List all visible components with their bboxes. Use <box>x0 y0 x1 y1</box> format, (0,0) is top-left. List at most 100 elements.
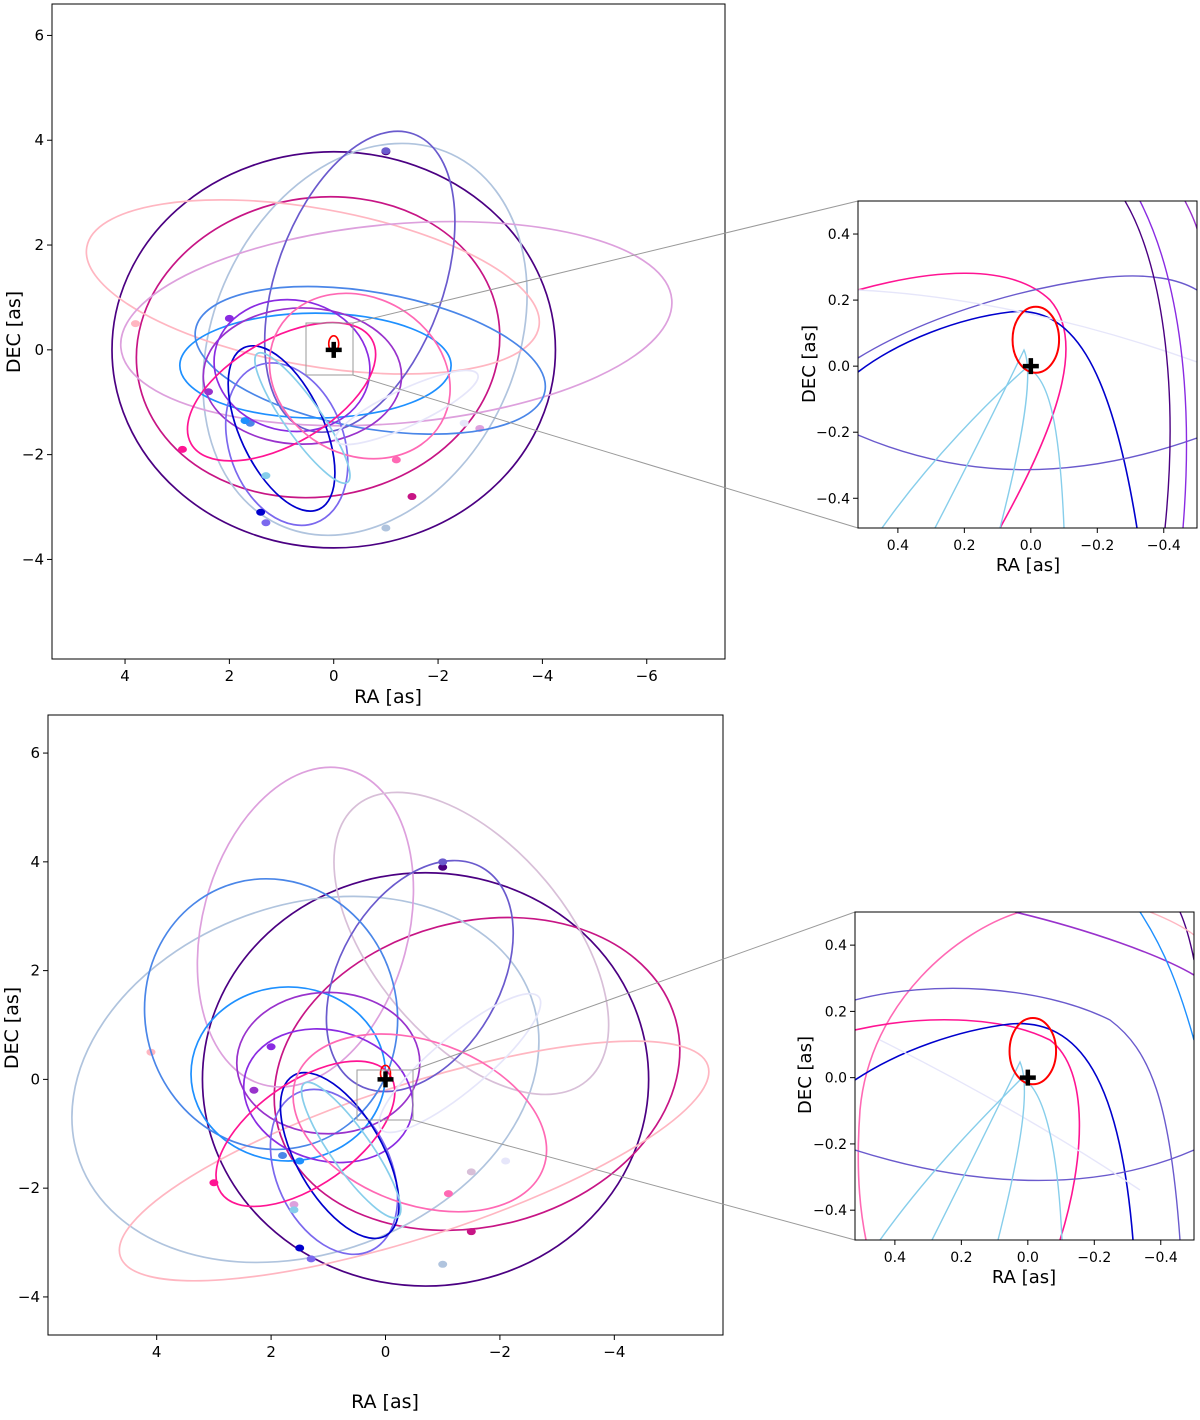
bottom-inset-x-axis-label: RA [as] <box>992 1267 1056 1288</box>
orbit-2 <box>273 916 681 1232</box>
orbit-8 <box>143 877 399 1151</box>
bottom-zoom-region <box>356 1069 414 1121</box>
top-main-x-tick-label: −6 <box>636 667 658 685</box>
top-main-y-tick-label: 4 <box>34 131 44 149</box>
top-main-x-tick-label: 4 <box>120 667 130 685</box>
orbit-11 <box>242 1028 414 1164</box>
top-main-x-tick-label: −2 <box>427 667 449 685</box>
top-main-orbits <box>85 130 673 549</box>
inset-orbit-purple-1 <box>1124 201 1171 528</box>
bottom-main-y-tick-label: 0 <box>30 1070 40 1088</box>
top-inset-y-tick-label: 0.2 <box>828 293 850 309</box>
top-main-x-tick-label: 0 <box>329 667 339 685</box>
inset-orbit-slateblue-upper <box>855 987 1181 1240</box>
inset-orbit-darkblue <box>855 1022 1134 1240</box>
orbit-13 <box>186 321 377 462</box>
top-main-y-tick-label: −2 <box>22 446 44 464</box>
orbit-3-position-marker <box>381 524 391 532</box>
orbit-16-position-marker <box>459 419 469 427</box>
top-inset-y-tick-label: 0.4 <box>828 227 850 243</box>
bottom-inset-orbits <box>855 912 1194 1240</box>
orbit-6 <box>263 130 456 434</box>
orbit-11-position-marker <box>261 519 271 527</box>
inset-orbit-deeppink <box>855 1019 1081 1240</box>
bottom-inset-axes-frame <box>854 911 1195 1241</box>
orbit-8-position-marker <box>240 417 250 425</box>
top-zoom-connector <box>305 200 859 529</box>
orbit-7 <box>194 285 547 435</box>
top-inset-axes-frame <box>857 200 1198 529</box>
top-inset-x-tick-label: 0.2 <box>953 538 975 554</box>
orbit-1 <box>201 871 650 1287</box>
orbit-6-position-marker <box>381 147 391 155</box>
inset-orbit-slateblue-lower <box>858 434 1197 471</box>
orbit-14-position-marker <box>391 456 401 464</box>
orbit-14 <box>268 292 451 460</box>
bottom-connector-upper <box>412 911 856 1071</box>
inset-orbit-pink <box>858 272 1067 528</box>
bottom-connector-lower <box>412 1119 856 1241</box>
orbit-13-position-marker <box>177 445 187 453</box>
inset-orbit-hotpink <box>857 912 1021 1240</box>
orbit-15 <box>292 1033 548 1213</box>
orbit-10 <box>235 991 421 1135</box>
orbit-14-position-marker <box>209 1179 219 1187</box>
bottom-inset-x-tick-label: 0.0 <box>1017 1250 1039 1266</box>
bottom-inset-panel: 0.4 0.2 0.0 −0.2 −0.4 0.4 0.2 0.0 −0.2 −0.4 RA [a… <box>795 911 1195 1288</box>
orbit-3-position-marker <box>438 1260 448 1268</box>
bottom-main-x-tick-label: 0 <box>381 1343 391 1361</box>
top-main-y-tick-label: 6 <box>34 26 44 44</box>
central-black-hole-marker <box>1019 1069 1036 1086</box>
inset-orbit-purple-2 <box>1139 201 1188 528</box>
inset-orbit-indigo <box>1179 912 1194 961</box>
inset-orbit-slateblue-lower <box>855 1149 1194 1182</box>
orbit-6 <box>333 791 610 1096</box>
orbit-9-position-marker <box>295 1157 305 1165</box>
bottom-main-axes-frame <box>47 714 724 1336</box>
top-main-y-tick-label: −4 <box>22 550 44 568</box>
top-inset-y-tick-label: −0.2 <box>816 425 850 441</box>
orbit-15-position-marker <box>261 472 271 480</box>
bottom-main-x-tick-label: −2 <box>489 1343 511 1361</box>
red-orbit <box>1011 305 1061 374</box>
top-main-ticks: 4 2 0 −2 −4 −6 6 4 2 0 −2 −4 <box>22 26 658 685</box>
orbit-7-position-marker <box>438 858 448 866</box>
top-inset-ticks: 0.4 0.2 0.0 −0.2 −0.4 0.4 0.2 0.0 −0.2 −0.4 <box>816 227 1181 554</box>
bottom-inset-ticks: 0.4 0.2 0.0 −0.2 −0.4 0.4 0.2 0.0 −0.2 −0.4 <box>813 938 1178 1266</box>
orbit-4-position-marker <box>130 320 140 328</box>
top-inset-y-axis-label: DEC [as] <box>799 325 820 403</box>
bottom-inset-x-tick-label: 0.2 <box>950 1250 972 1266</box>
orbit-2-position-marker <box>466 1228 476 1236</box>
bottom-inset-highlight <box>1008 1017 1058 1086</box>
bottom-inset-y-tick-label: 0.2 <box>825 1004 847 1020</box>
bottom-inset-y-axis-label: DEC [as] <box>795 1036 816 1114</box>
orbit-9-position-marker <box>204 388 214 396</box>
bottom-inset-x-tick-label: −0.2 <box>1077 1250 1111 1266</box>
orbit-9 <box>190 986 387 1162</box>
bottom-main-ticks: 4 2 0 −2 −4 6 4 2 0 −2 −4 <box>18 744 626 1361</box>
orbit-17 <box>378 992 542 1134</box>
top-inset-x-axis-label: RA [as] <box>996 555 1060 576</box>
top-main-y-tick-label: 0 <box>34 341 44 359</box>
top-main-x-tick-label: 2 <box>225 667 235 685</box>
bottom-inset-y-tick-label: −0.2 <box>813 1137 847 1153</box>
orbit-10-position-marker <box>224 314 234 322</box>
orbit-6-position-marker <box>466 1168 476 1176</box>
orbit-3 <box>71 895 540 1264</box>
top-main-x-tick-label: −4 <box>531 667 553 685</box>
orbit-4 <box>118 1040 710 1282</box>
orbit-13-position-marker <box>295 1244 305 1252</box>
orbit-3 <box>202 142 528 537</box>
bottom-main-x-axis-label: RA [as] <box>351 1391 419 1413</box>
bottom-zoom-connector <box>356 911 856 1241</box>
top-main-axes-frame <box>51 3 726 660</box>
inset-orbit-slateblue-upper <box>858 275 1197 359</box>
orbit-2-position-marker <box>407 493 417 501</box>
bottom-main-y-axis-label: DEC [as] <box>1 987 23 1069</box>
central-black-hole-marker <box>377 1071 394 1088</box>
top-inset-x-tick-label: −0.2 <box>1080 538 1114 554</box>
orbit-11 <box>224 362 349 527</box>
bottom-main-y-tick-label: 2 <box>30 962 40 980</box>
orbit-15 <box>254 351 351 485</box>
